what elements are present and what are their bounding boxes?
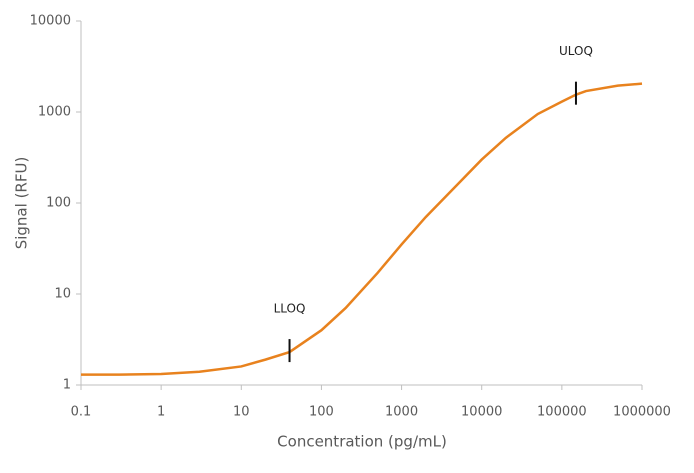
x-axis-label: Concentration (pg/mL) — [277, 433, 447, 451]
x-tick-label: 100 — [309, 405, 334, 420]
y-tick-label: 1000 — [38, 105, 71, 120]
annotation-label: LLOQ — [274, 302, 306, 316]
x-tick-label: 10 — [233, 405, 250, 420]
x-tick-label: 1000000 — [613, 405, 671, 420]
data-line — [81, 82, 643, 376]
y-tick-label: 10 — [54, 287, 71, 302]
x-tick-label: 1000 — [385, 405, 418, 420]
y-axis-label: Signal (RFU) — [13, 157, 31, 250]
annotation-label: ULOQ — [559, 44, 593, 58]
x-tick-label: 1 — [157, 405, 165, 420]
x-tick-label: 0.1 — [71, 405, 92, 420]
x-tick-label: 10000 — [461, 405, 502, 420]
y-tick-label: 100 — [46, 196, 71, 211]
x-tick-label: 100000 — [537, 405, 587, 420]
y-tick-label: 1 — [63, 378, 71, 393]
y-tick-label: 10000 — [30, 14, 71, 29]
